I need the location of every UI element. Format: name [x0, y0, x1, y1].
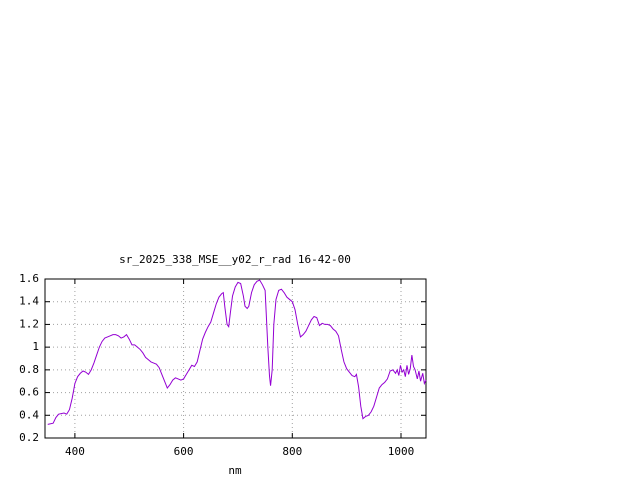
- data-line: [47, 279, 427, 425]
- x-tick-label: 400: [65, 445, 85, 458]
- x-tick-label: 600: [174, 445, 194, 458]
- y-tick-label: 0.6: [19, 386, 39, 399]
- y-tick-label: 1.2: [19, 317, 39, 330]
- plot-border: [44, 278, 427, 439]
- x-tick-label: 1000: [388, 445, 415, 458]
- y-tick-label: 1: [32, 340, 39, 353]
- x-tick-label: 800: [282, 445, 302, 458]
- y-tick-label: 0.2: [19, 431, 39, 444]
- chart-title: sr_2025_338_MSE__y02_r_rad 16-42-00: [119, 253, 351, 266]
- y-tick-label: 0.4: [19, 408, 39, 421]
- y-tick-label: 0.8: [19, 363, 39, 376]
- y-tick-label: 1.6: [19, 272, 39, 285]
- x-axis-label: nm: [228, 464, 242, 477]
- y-tick-label: 1.4: [19, 295, 39, 308]
